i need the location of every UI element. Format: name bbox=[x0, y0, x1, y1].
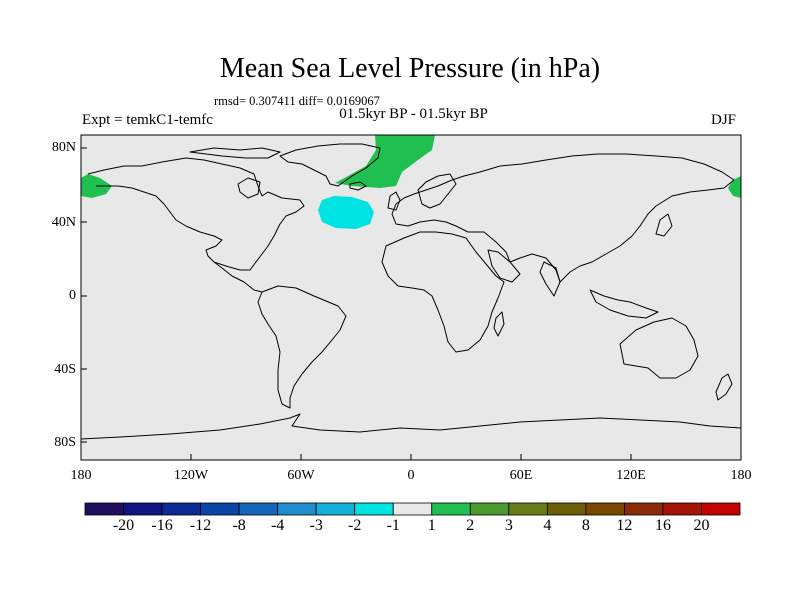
colorbar-box bbox=[238, 502, 279, 516]
colorbar-label: 16 bbox=[654, 517, 671, 534]
colorbar-label: -2 bbox=[348, 517, 362, 534]
negative-anomaly-atlantic bbox=[318, 196, 374, 229]
colorbar-box bbox=[662, 502, 702, 516]
coast-scandinavia bbox=[417, 173, 457, 209]
coast-japan bbox=[655, 213, 673, 237]
colorbar-label: -12 bbox=[189, 517, 212, 534]
colorbar-box bbox=[508, 502, 548, 516]
lat-label-80s: 80S bbox=[54, 435, 76, 450]
coast-arabia bbox=[487, 249, 521, 283]
coast-greenland bbox=[279, 143, 381, 187]
coast-arctic-islands bbox=[189, 147, 281, 159]
colorbar-box bbox=[392, 502, 433, 516]
colorbar-box bbox=[315, 502, 356, 516]
colorbar-label: -20 bbox=[112, 517, 135, 534]
colorbar-label: 20 bbox=[693, 517, 710, 534]
positive-anomaly-east bbox=[728, 176, 741, 198]
colorbar-label: -4 bbox=[270, 517, 285, 534]
coast-indonesia bbox=[589, 289, 659, 319]
colorbar-box bbox=[431, 502, 471, 516]
lon-label-0: 0 bbox=[407, 468, 415, 483]
colorbar-box bbox=[624, 502, 664, 516]
lon-label-120e: 120E bbox=[616, 468, 646, 483]
stats-line: rmsd= 0.307411 diff= 0.0169067 bbox=[214, 94, 380, 108]
season-label: DJF bbox=[711, 112, 737, 128]
experiment-label: Expt = temkC1-temfc bbox=[82, 112, 213, 128]
anomaly-fills bbox=[81, 135, 741, 229]
colorbar-box bbox=[161, 502, 201, 516]
map-background bbox=[81, 135, 741, 460]
colorbar-box bbox=[585, 502, 625, 516]
colorbar-label: 2 bbox=[466, 517, 475, 534]
lon-label-60w: 60W bbox=[287, 468, 315, 483]
colorbar-box bbox=[701, 502, 741, 516]
period-label: 01.5kyr BP - 01.5kyr BP bbox=[339, 106, 488, 122]
colorbar-label: -8 bbox=[232, 517, 246, 534]
coast-south-america bbox=[257, 285, 347, 409]
lon-label-120w: 120W bbox=[173, 468, 209, 483]
lat-label-40n: 40N bbox=[51, 215, 76, 230]
coast-madagascar bbox=[493, 311, 505, 337]
positive-anomaly-arctic bbox=[335, 135, 435, 188]
coast-central-america bbox=[213, 261, 263, 293]
colorbar-box bbox=[277, 502, 317, 516]
colorbar bbox=[84, 502, 741, 516]
coast-british-isles bbox=[387, 191, 401, 211]
colorbar-box bbox=[123, 502, 163, 516]
coast-antarctica bbox=[80, 413, 742, 440]
plot-title: Mean Sea Level Pressure (in hPa) bbox=[219, 53, 601, 84]
colorbar-box bbox=[200, 502, 240, 516]
colorbar-label: -3 bbox=[309, 517, 323, 534]
lon-label-180w: 180 bbox=[70, 468, 92, 483]
lon-label-60e: 60E bbox=[509, 468, 533, 483]
coast-hudson-bay bbox=[237, 177, 261, 199]
coast-eurasia bbox=[391, 153, 735, 283]
lon-label-180e: 180 bbox=[730, 468, 752, 483]
lat-label-80n: 80N bbox=[51, 140, 76, 155]
colorbar-box bbox=[354, 502, 394, 516]
colorbar-label: 4 bbox=[543, 517, 552, 534]
colorbar-box bbox=[84, 502, 124, 516]
colorbar-label: 12 bbox=[616, 517, 633, 534]
coast-north-america bbox=[87, 157, 305, 271]
map-frame bbox=[80, 134, 742, 461]
colorbar-box bbox=[469, 502, 510, 516]
colorbar-label: -1 bbox=[386, 517, 400, 534]
colorbar-label: 1 bbox=[427, 517, 436, 534]
coast-new-zealand bbox=[715, 373, 733, 401]
lat-label-0: 0 bbox=[69, 288, 76, 303]
lat-label-40s: 40S bbox=[54, 362, 76, 377]
coast-iceland bbox=[349, 181, 367, 191]
coast-africa bbox=[381, 231, 505, 353]
colorbar-label: 8 bbox=[581, 517, 590, 534]
colorbar-box bbox=[546, 502, 587, 516]
colorbar-label: 3 bbox=[504, 517, 513, 534]
coast-australia bbox=[619, 317, 699, 379]
colorbar-label: -16 bbox=[151, 517, 173, 534]
coast-india bbox=[539, 261, 561, 297]
coastlines bbox=[80, 143, 742, 440]
